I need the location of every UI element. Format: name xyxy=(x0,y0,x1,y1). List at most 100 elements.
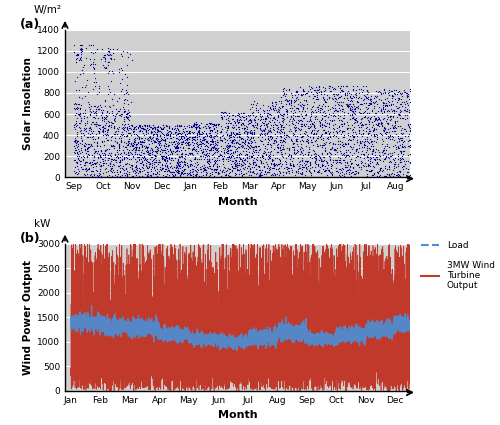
Point xyxy=(419,140,427,147)
Point xyxy=(364,154,372,161)
Point xyxy=(225,173,233,179)
Point xyxy=(126,148,134,155)
Point xyxy=(370,147,378,154)
Point xyxy=(355,164,363,171)
Point xyxy=(107,55,115,62)
Point xyxy=(384,133,392,140)
Point xyxy=(184,152,192,159)
Point xyxy=(365,118,373,125)
Point xyxy=(298,136,306,143)
Point xyxy=(293,137,301,144)
Point xyxy=(89,136,97,142)
Point xyxy=(235,116,243,123)
Point xyxy=(344,96,351,103)
Point xyxy=(366,128,374,134)
Point xyxy=(130,131,138,138)
Point xyxy=(152,135,160,142)
Point xyxy=(214,169,222,176)
Point xyxy=(124,109,132,116)
Point xyxy=(242,116,250,122)
Point xyxy=(128,168,136,175)
Point xyxy=(390,108,398,114)
Point xyxy=(270,170,278,177)
Point xyxy=(346,142,354,149)
Point xyxy=(144,147,152,154)
Point xyxy=(354,130,362,137)
Point xyxy=(201,136,209,143)
Point xyxy=(339,128,347,134)
Point xyxy=(132,139,140,145)
Point xyxy=(120,147,128,153)
Point xyxy=(308,95,316,102)
Point xyxy=(371,116,379,122)
Point xyxy=(383,102,391,108)
Point xyxy=(394,156,402,162)
Point xyxy=(272,122,280,129)
Point xyxy=(230,170,238,176)
Point xyxy=(205,147,213,154)
Point xyxy=(172,147,180,154)
Point xyxy=(302,142,310,149)
Point xyxy=(250,148,258,155)
Point xyxy=(304,152,312,159)
Point xyxy=(137,151,145,158)
Point xyxy=(152,148,160,155)
Point xyxy=(412,111,420,118)
Point xyxy=(99,159,107,166)
Point xyxy=(120,167,128,173)
Point xyxy=(85,160,93,167)
Point xyxy=(90,172,98,178)
Point xyxy=(148,149,156,156)
Point xyxy=(208,170,216,177)
Point xyxy=(351,129,359,136)
Point xyxy=(176,130,184,136)
Point xyxy=(226,142,234,148)
Point xyxy=(367,99,375,106)
Point xyxy=(293,147,301,153)
Point xyxy=(418,110,426,117)
Point xyxy=(211,165,219,172)
Point xyxy=(92,171,100,178)
Point xyxy=(406,120,414,127)
Point xyxy=(107,51,115,58)
Point xyxy=(179,144,187,150)
Point xyxy=(413,132,421,139)
Point xyxy=(224,150,232,156)
Point xyxy=(372,116,380,123)
Point xyxy=(175,130,183,136)
Point xyxy=(110,131,118,138)
Point xyxy=(172,150,180,157)
Point xyxy=(90,56,98,62)
Point xyxy=(316,133,324,140)
Point xyxy=(390,161,398,167)
Point xyxy=(376,165,384,172)
Point xyxy=(216,135,224,142)
Point xyxy=(288,152,296,159)
Point xyxy=(96,170,104,177)
Point xyxy=(150,164,158,171)
Point xyxy=(182,139,190,145)
Point xyxy=(418,171,426,178)
Point xyxy=(74,156,82,163)
Point xyxy=(239,109,247,116)
Point xyxy=(122,144,130,150)
Point xyxy=(202,157,210,164)
Point xyxy=(319,101,327,108)
Point xyxy=(355,144,363,151)
Point xyxy=(345,136,353,142)
Point xyxy=(312,88,320,95)
Point xyxy=(408,117,416,124)
Point xyxy=(145,161,153,167)
Point xyxy=(292,150,300,157)
Point xyxy=(205,125,213,132)
Point xyxy=(348,105,356,112)
Point xyxy=(82,158,90,165)
Point xyxy=(164,167,172,174)
Point xyxy=(249,159,257,166)
Point xyxy=(176,161,184,168)
Point xyxy=(248,118,256,125)
Point xyxy=(250,170,258,177)
Point xyxy=(360,113,368,120)
Point xyxy=(282,139,290,146)
Point xyxy=(379,127,387,134)
